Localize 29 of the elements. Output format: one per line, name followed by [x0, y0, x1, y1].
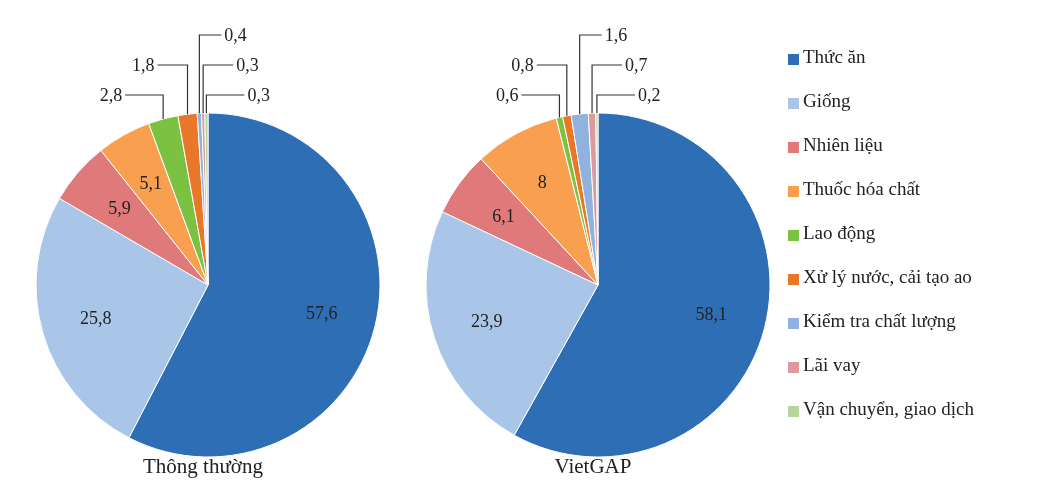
data-label: 5,1: [139, 173, 162, 194]
data-label: 0,2: [637, 85, 661, 105]
data-label: 6,1: [492, 205, 515, 226]
legend-label: Giống: [803, 90, 851, 111]
legend-label: Thức ăn: [803, 46, 866, 67]
legend-label: Nhiên liệu: [803, 134, 883, 155]
data-label: 5,9: [108, 198, 131, 219]
legend-label: Lao động: [803, 222, 876, 243]
data-label: 0,3: [236, 55, 259, 75]
data-label: 58,1: [695, 304, 727, 325]
data-label: 0,6: [495, 85, 519, 105]
text: VietGAP: [553, 454, 633, 479]
data-label: 23,9: [470, 310, 503, 331]
data-label: 0,3: [247, 85, 270, 105]
data-label: 8: [537, 172, 547, 193]
data-label: 2,8: [99, 85, 123, 105]
legend-label: Kiểm tra chất lượng: [803, 310, 956, 331]
data-label: 1,8: [132, 55, 155, 75]
legend-label: Vận chuyển, giao dịch: [803, 398, 974, 419]
text: Thông thường: [142, 454, 264, 479]
data-label: 57,6: [305, 302, 338, 323]
legend-label: Xử lý nước, cải tạo ao: [803, 266, 972, 287]
data-label: 25,8: [79, 307, 112, 328]
legend-label: Thuốc hóa chất: [803, 178, 921, 199]
data-label: 0,7: [625, 55, 648, 75]
legend-label: Lãi vay: [803, 354, 861, 375]
data-label: 0,8: [511, 55, 534, 75]
data-label: 0,4: [224, 25, 247, 45]
data-label: 1,6: [604, 25, 628, 45]
